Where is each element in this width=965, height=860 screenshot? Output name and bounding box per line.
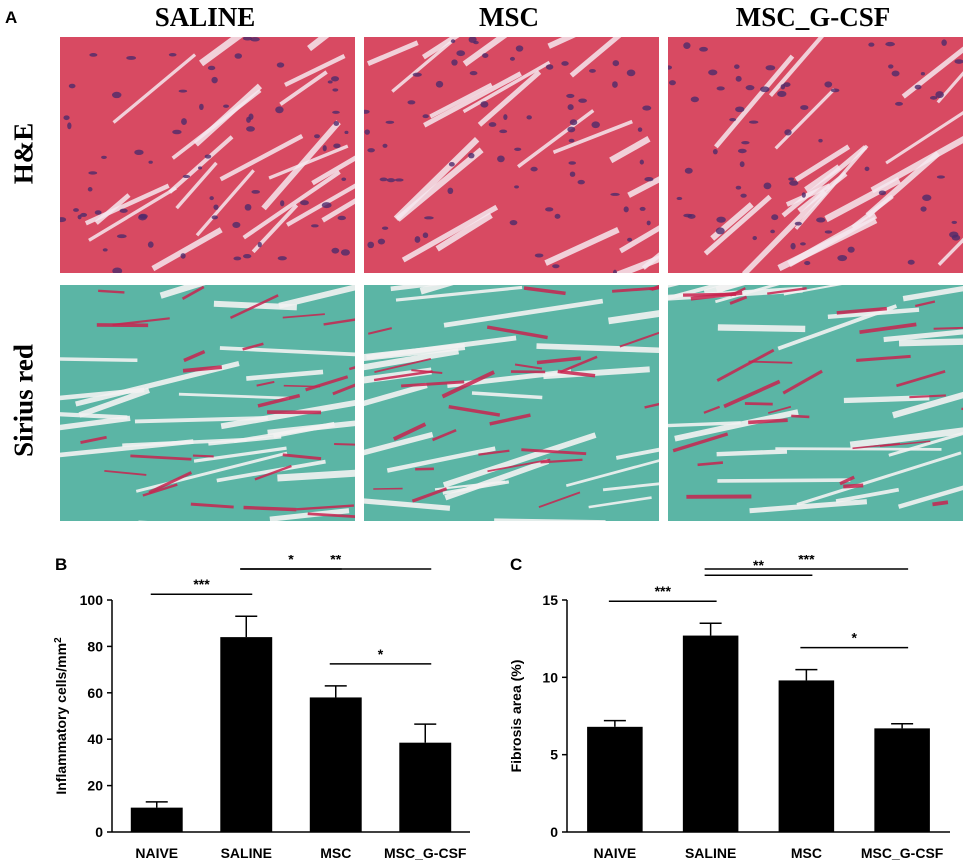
bar	[587, 726, 643, 832]
chart-inflammatory-cells: 0 20 40 60 80 100 NAIVE SALINE MSC MSC_G-CSF Infla…	[53, 555, 470, 860]
column-title-msc-gcsf: MSC_G-CSF	[735, 2, 891, 32]
bar	[130, 807, 183, 832]
bar	[874, 728, 930, 832]
row-title-he: H&E	[8, 122, 39, 185]
y-tick-label: 100	[80, 592, 104, 608]
category-label: MSC_G-CSF	[384, 845, 467, 860]
category-label: MSC	[791, 845, 822, 860]
micrograph-sirius-msc	[364, 285, 659, 521]
bar	[309, 697, 362, 832]
category-label: NAIVE	[593, 845, 636, 860]
micrograph-he-saline	[60, 37, 355, 273]
panel-label-b: B	[55, 555, 68, 574]
bar	[399, 742, 452, 832]
chart-fibrosis-area: 0 5 10 15 NAIVE SALINE MSC MSC_G-CSF Fibrosis ar…	[508, 555, 950, 860]
y-tick-label: 0	[95, 824, 103, 840]
y-tick-label: 15	[542, 592, 558, 608]
y-tick-label: 5	[550, 747, 558, 763]
y-axis-label: Fibrosis area (%)	[508, 660, 524, 773]
micrograph-sirius-saline	[60, 285, 355, 521]
category-label: MSC	[320, 845, 351, 860]
category-label: SALINE	[685, 845, 736, 860]
y-tick-label: 40	[87, 731, 103, 747]
micrograph-he-msc	[364, 37, 659, 273]
significance-label: *	[288, 555, 294, 567]
significance-label: **	[330, 555, 341, 567]
y-tick-label: 80	[87, 638, 103, 654]
y-tick-label: 10	[542, 669, 558, 685]
y-tick-label: 20	[87, 778, 103, 794]
row-title-sirius-red: Sirius red	[8, 344, 39, 457]
y-tick-label: 60	[87, 685, 103, 701]
bar	[682, 635, 739, 832]
category-label: NAIVE	[135, 845, 178, 860]
significance-label: ***	[655, 583, 672, 599]
column-title-saline: SALINE	[154, 2, 256, 32]
significance-label: *	[378, 646, 384, 662]
category-label: SALINE	[221, 845, 272, 860]
micrograph-he-msc-gcsf	[668, 37, 963, 273]
significance-label: *	[852, 630, 858, 646]
bar	[778, 680, 835, 832]
micrograph-sirius-msc-gcsf	[668, 285, 963, 521]
bar	[220, 637, 273, 832]
significance-label: ***	[193, 576, 210, 592]
category-label: MSC_G-CSF	[861, 845, 944, 860]
panel-label-c: C	[510, 555, 523, 574]
column-title-msc: MSC	[479, 2, 539, 32]
significance-label: ***	[798, 555, 815, 567]
significance-label: **	[753, 557, 764, 573]
panel-label-a: A	[5, 8, 18, 27]
y-axis-label: Inflammatory cells/mm2	[53, 637, 70, 795]
y-tick-label: 0	[550, 824, 558, 840]
